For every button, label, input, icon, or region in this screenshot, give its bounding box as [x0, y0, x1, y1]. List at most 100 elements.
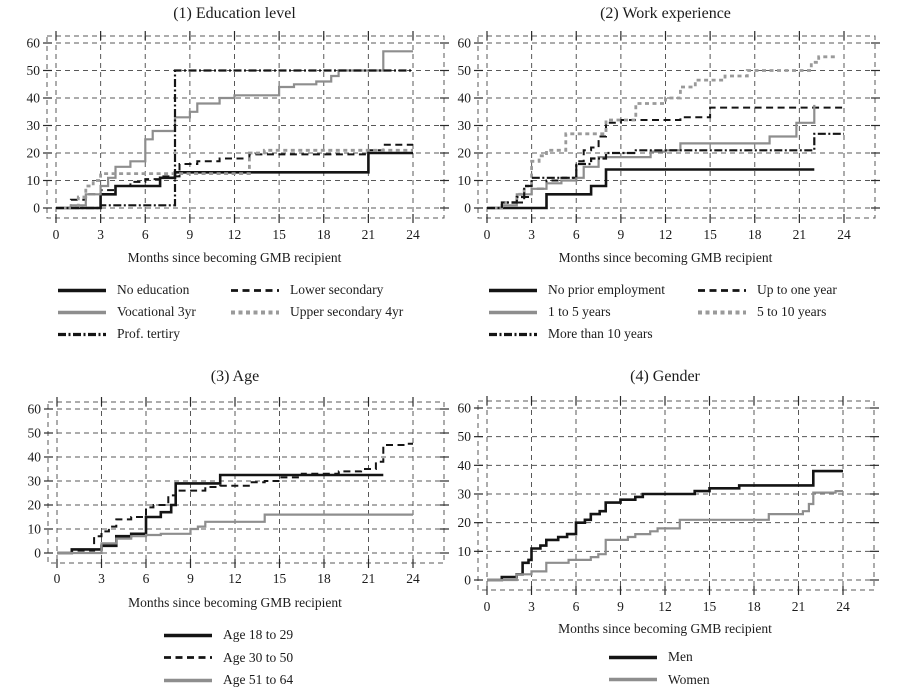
legend-item-1-to-5-years: 1 to 5 years	[488, 301, 697, 323]
legend-label: More than 10 years	[548, 326, 653, 341]
gridlines	[478, 401, 874, 590]
y-tick-label: 40	[458, 458, 472, 473]
y-tick-label: 10	[27, 173, 41, 188]
gridlines	[48, 402, 444, 563]
legend-line-sample-5-to-10-years	[698, 310, 746, 314]
legend-item-age-30-to-50: Age 30 to 50	[163, 647, 293, 670]
x-tick-label: 12	[228, 227, 242, 242]
chart-work-experience: (2) Work experience 0 3 6 9 12 15 18 21 24 0 10 20 30…	[458, 5, 880, 265]
y-tick-label: 20	[458, 146, 472, 161]
gridlines	[47, 36, 444, 218]
x-tick-label: 24	[406, 571, 420, 586]
legend-work-experience: No prior employment Up to one year 1 to 5 …	[488, 279, 837, 345]
legend-item-up-to-one-year: Up to one year	[697, 279, 837, 301]
legend-line-sample-men	[609, 655, 657, 659]
x-axis-title: Months since becoming GMB recipient	[128, 250, 342, 265]
legend-item-men: Men	[608, 646, 710, 669]
legend-label: Men	[668, 649, 693, 665]
axis-ticks	[474, 396, 879, 595]
legend-line-sample-age-51-to-64	[164, 678, 212, 682]
legend-item-vocational-3yr: Vocational 3yr	[57, 301, 230, 323]
legend-label: Age 30 to 50	[223, 649, 294, 665]
legend-label: Upper secondary 4yr	[290, 304, 404, 319]
x-tick-label: 0	[484, 599, 491, 614]
x-tick-label: 15	[703, 227, 717, 242]
chart-title: (2) Work experience	[600, 5, 731, 22]
x-tick-label: 3	[528, 227, 535, 242]
series-men	[487, 469, 843, 582]
y-tick-label: 50	[27, 63, 41, 78]
series-vocational-3yr	[56, 50, 413, 210]
legend-item-women: Women	[608, 669, 710, 692]
x-tick-label: 15	[703, 599, 717, 614]
y-tick-label: 20	[27, 146, 41, 161]
legend-line-sample-upper-secondary-4yr	[231, 310, 279, 314]
legend-age: Age 18 to 29 Age 30 to 50 Age 51 to 64	[163, 624, 293, 692]
x-axis-title: Months since becoming GMB recipient	[558, 621, 772, 636]
legend-label: No prior employment	[548, 282, 665, 297]
x-tick-label: 3	[528, 599, 535, 614]
x-tick-label: 0	[53, 227, 60, 242]
x-tick-label: 18	[317, 571, 331, 586]
x-tick-label: 18	[317, 227, 331, 242]
y-tick-label: 50	[458, 429, 472, 444]
plot-frame	[46, 35, 445, 219]
y-tick-label: 0	[34, 546, 41, 561]
chart-education-level: (1) Education level 0 3 6 9 12 15 18 21 24 0 10 20 30…	[27, 5, 449, 265]
series-more-than-10-years	[487, 132, 844, 210]
legend-line-sample-vocational-3yr	[58, 310, 106, 314]
series-1-to-5-years	[487, 104, 816, 210]
y-tick-label: 10	[458, 173, 472, 188]
axis-ticks	[44, 397, 449, 568]
series-age-30-to-50	[57, 442, 413, 554]
y-tick-label: 60	[27, 36, 41, 51]
x-tick-label: 9	[618, 227, 625, 242]
plot-frame	[47, 401, 445, 564]
x-axis-title: Months since becoming GMB recipient	[559, 250, 773, 265]
legend-label: Prof. tertiry	[117, 326, 180, 341]
x-tick-label: 12	[659, 227, 673, 242]
legend-label: 5 to 10 years	[757, 304, 827, 319]
x-tick-label: 6	[142, 227, 149, 242]
legend-label: No education	[117, 282, 190, 297]
y-tick-label: 20	[458, 515, 472, 530]
legend-item-age-51-to-64: Age 51 to 64	[163, 669, 293, 692]
series-prof-tertiry	[56, 69, 413, 210]
legend-label: Age 18 to 29	[223, 627, 294, 643]
x-tick-label: 6	[143, 571, 150, 586]
chart-title: (3) Age	[211, 368, 259, 385]
y-tick-label: 40	[27, 91, 41, 106]
x-tick-label: 21	[362, 571, 376, 586]
y-tick-label: 30	[28, 474, 42, 489]
y-tick-label: 40	[28, 450, 42, 465]
legend-label: Vocational 3yr	[117, 304, 196, 319]
x-tick-label: 21	[362, 227, 376, 242]
legend-label: Up to one year	[757, 282, 837, 297]
x-tick-label: 12	[658, 599, 672, 614]
legend-line-sample-more-than-10-years	[489, 332, 537, 336]
x-tick-label: 24	[837, 227, 851, 242]
legend-line-sample-no-prior-employment	[489, 288, 537, 292]
x-tick-label: 0	[54, 571, 61, 586]
legend-item-more-than-10-years: More than 10 years	[488, 323, 697, 345]
y-tick-label: 0	[464, 201, 471, 216]
axis-ticks	[474, 31, 880, 223]
legend-label: Lower secondary	[290, 282, 384, 297]
series-women	[487, 490, 843, 582]
y-tick-label: 50	[458, 63, 472, 78]
legend-line-sample-age-30-to-50	[164, 656, 212, 660]
legend-line-sample-no-education	[58, 288, 106, 292]
x-tick-label: 21	[793, 227, 807, 242]
y-tick-label: 30	[458, 487, 472, 502]
legend-label: Age 51 to 64	[223, 672, 294, 688]
gridlines	[478, 36, 875, 218]
legend-line-sample-lower-secondary	[231, 288, 279, 292]
y-tick-label: 60	[458, 36, 472, 51]
legend-item-no-prior-employment: No prior employment	[488, 279, 697, 301]
y-tick-label: 30	[458, 118, 472, 133]
y-tick-label: 40	[458, 91, 472, 106]
chart-title: (1) Education level	[173, 5, 296, 22]
legend-item-age-18-to-29: Age 18 to 29	[163, 624, 293, 647]
x-tick-label: 3	[97, 227, 104, 242]
